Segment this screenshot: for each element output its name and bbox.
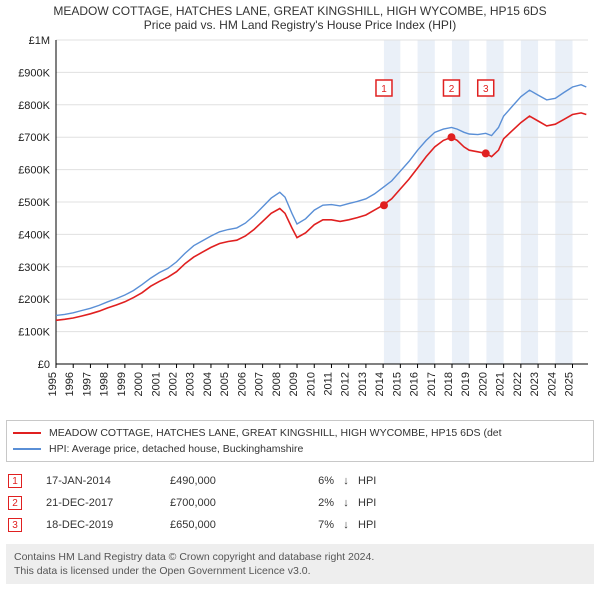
svg-text:2011: 2011 (322, 372, 334, 396)
legend-label: HPI: Average price, detached house, Buck… (49, 443, 303, 455)
row-marker: 3 (8, 518, 22, 532)
svg-text:1: 1 (381, 84, 387, 95)
down-arrow-icon: ↓ (338, 475, 354, 487)
svg-text:2001: 2001 (150, 372, 162, 396)
table-row: 2 21-DEC-2017 £700,000 2% ↓ HPI (6, 492, 594, 514)
svg-text:£200K: £200K (18, 294, 50, 306)
svg-text:2025: 2025 (564, 372, 576, 396)
svg-text:2021: 2021 (495, 372, 507, 396)
svg-text:£400K: £400K (18, 229, 50, 241)
row-marker: 1 (8, 474, 22, 488)
svg-text:2015: 2015 (391, 372, 403, 396)
legend-swatch (13, 432, 41, 434)
row-marker: 2 (8, 496, 22, 510)
svg-text:1997: 1997 (81, 372, 93, 396)
sale-date: 18-DEC-2019 (46, 519, 166, 531)
svg-text:2020: 2020 (477, 372, 489, 396)
svg-text:2006: 2006 (236, 372, 248, 396)
svg-text:2018: 2018 (443, 372, 455, 396)
svg-text:£600K: £600K (18, 165, 50, 177)
svg-text:2003: 2003 (185, 372, 197, 396)
svg-text:2023: 2023 (529, 372, 541, 396)
svg-text:£500K: £500K (18, 197, 50, 209)
title-line2: Price paid vs. HM Land Registry's House … (8, 18, 592, 32)
sale-price: £650,000 (170, 519, 290, 531)
sale-pct: 2% (294, 497, 334, 509)
svg-text:2016: 2016 (409, 372, 421, 396)
hpi-label: HPI (358, 475, 398, 487)
svg-text:£300K: £300K (18, 262, 50, 274)
legend-label: MEADOW COTTAGE, HATCHES LANE, GREAT KING… (49, 427, 502, 439)
svg-text:£100K: £100K (18, 327, 50, 339)
legend-item: HPI: Average price, detached house, Buck… (13, 441, 587, 457)
table-row: 3 18-DEC-2019 £650,000 7% ↓ HPI (6, 514, 594, 536)
title-line1: MEADOW COTTAGE, HATCHES LANE, GREAT KING… (8, 4, 592, 18)
footer-attribution: Contains HM Land Registry data © Crown c… (6, 544, 594, 584)
svg-text:2005: 2005 (219, 372, 231, 396)
sale-pct: 6% (294, 475, 334, 487)
legend: MEADOW COTTAGE, HATCHES LANE, GREAT KING… (6, 420, 594, 462)
down-arrow-icon: ↓ (338, 519, 354, 531)
svg-text:1998: 1998 (99, 372, 111, 396)
svg-text:2017: 2017 (426, 372, 438, 396)
svg-text:2022: 2022 (512, 372, 524, 396)
svg-text:2024: 2024 (546, 372, 558, 396)
svg-text:2013: 2013 (357, 372, 369, 396)
svg-text:1996: 1996 (64, 372, 76, 396)
svg-text:2002: 2002 (168, 372, 180, 396)
svg-text:2012: 2012 (340, 372, 352, 396)
svg-text:2007: 2007 (254, 372, 266, 396)
svg-text:2014: 2014 (374, 372, 386, 396)
sales-table: 1 17-JAN-2014 £490,000 6% ↓ HPI 2 21-DEC… (6, 470, 594, 536)
footer-line2: This data is licensed under the Open Gov… (14, 564, 586, 578)
svg-text:3: 3 (483, 84, 489, 95)
svg-text:2000: 2000 (133, 372, 145, 396)
chart-area: £0 £100K £200K £300K £400K £500K £600K £700K £80… (6, 34, 594, 414)
svg-text:£0: £0 (38, 359, 50, 371)
sale-date: 21-DEC-2017 (46, 497, 166, 509)
chart-title: MEADOW COTTAGE, HATCHES LANE, GREAT KING… (0, 0, 600, 34)
svg-text:£700K: £700K (18, 132, 50, 144)
sale-price: £490,000 (170, 475, 290, 487)
sale-price: £700,000 (170, 497, 290, 509)
legend-item: MEADOW COTTAGE, HATCHES LANE, GREAT KING… (13, 425, 587, 441)
sale-date: 17-JAN-2014 (46, 475, 166, 487)
table-row: 1 17-JAN-2014 £490,000 6% ↓ HPI (6, 470, 594, 492)
chart-svg: £0 £100K £200K £300K £400K £500K £600K £700K £80… (6, 34, 594, 414)
legend-swatch (13, 448, 41, 450)
svg-text:2004: 2004 (202, 372, 214, 396)
svg-text:1995: 1995 (47, 372, 59, 396)
svg-text:£1M: £1M (29, 35, 50, 47)
svg-text:2: 2 (449, 84, 455, 95)
svg-text:£900K: £900K (18, 67, 50, 79)
hpi-label: HPI (358, 519, 398, 531)
svg-text:1999: 1999 (116, 372, 128, 396)
sale-pct: 7% (294, 519, 334, 531)
svg-text:2010: 2010 (305, 372, 317, 396)
svg-text:2008: 2008 (271, 372, 283, 396)
svg-text:£800K: £800K (18, 100, 50, 112)
hpi-label: HPI (358, 497, 398, 509)
svg-text:2009: 2009 (288, 372, 300, 396)
svg-text:2019: 2019 (460, 372, 472, 396)
footer-line1: Contains HM Land Registry data © Crown c… (14, 550, 586, 564)
down-arrow-icon: ↓ (338, 497, 354, 509)
